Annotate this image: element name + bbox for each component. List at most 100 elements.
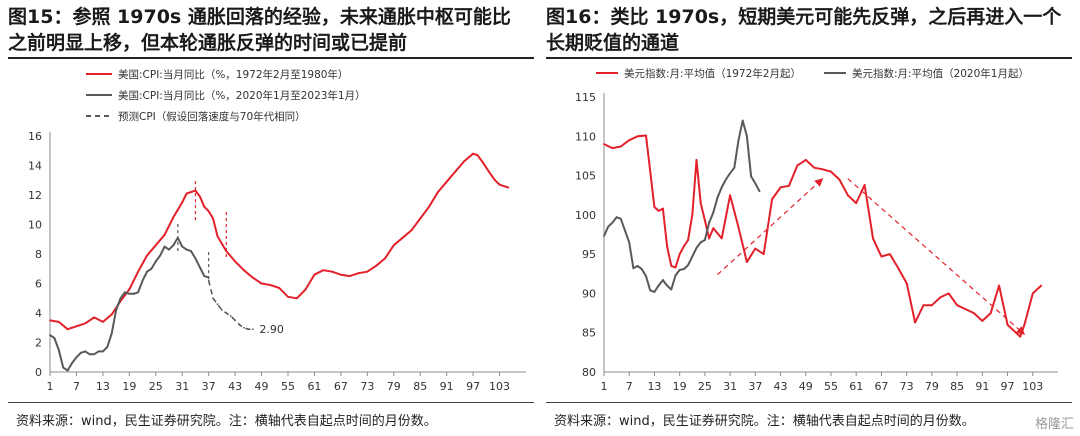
series-1-point (313, 273, 316, 276)
series-2-point (661, 279, 664, 281)
y-tick-label: 16 (28, 130, 42, 143)
series-2-point (53, 337, 56, 339)
series-1-point (269, 284, 272, 286)
x-tick-label: 91 (975, 380, 989, 393)
series-1-point (720, 237, 723, 240)
series-2-point (194, 257, 197, 260)
series-1-point (198, 195, 201, 198)
series-1-point (788, 184, 790, 187)
series-1-point (366, 270, 369, 273)
series-2-point (49, 334, 51, 337)
series-1-point (666, 245, 668, 248)
series-2-point (150, 267, 153, 270)
x-tick-label: 13 (96, 380, 110, 393)
legend-label: 美元指数:月:平均值（1972年2月起） (624, 67, 801, 80)
series-2-point (79, 351, 82, 354)
legend-label: 预测CPI（假设回落速度与70年代相同） (118, 110, 306, 123)
series-2-point (168, 248, 170, 251)
series-1-point (1010, 327, 1013, 330)
legend-label: 美国:CPI:当月同比（%，2020年1月至2023年1月） (118, 89, 366, 102)
series-2-point (636, 265, 639, 267)
series-1-point (392, 244, 395, 247)
series-1-point (956, 304, 959, 307)
series-1-point (128, 288, 131, 291)
series-1-point (49, 319, 51, 322)
series-2-point (75, 356, 78, 359)
y-tick-label: 12 (28, 189, 42, 202)
series-2-point (607, 225, 610, 228)
x-tick-label: 85 (950, 380, 964, 393)
series-2-point (737, 139, 740, 142)
x-tick-label: 1 (601, 380, 608, 393)
series-1-point (762, 253, 765, 256)
series-1-point (746, 261, 748, 263)
figure-15-title: 图15：参照 1970s 通胀回落的经验，未来通胀中枢可能比之前明显上移，但本轮… (8, 6, 511, 54)
series-1-point (212, 217, 214, 220)
x-tick-label: 91 (440, 380, 454, 393)
series-2-point (88, 353, 91, 356)
series-1-point (914, 321, 916, 324)
series-1-point (146, 254, 148, 257)
series-1-point (75, 325, 78, 328)
series-1-point (410, 229, 413, 232)
series-2-point (172, 244, 175, 247)
series-1-point (657, 210, 660, 212)
series-1-point (674, 266, 677, 269)
series-2-point (62, 366, 65, 369)
figure-15-source: 资料来源：wind，民生证券研究院。注：横轴代表自起点时间的月份数。 (16, 414, 437, 429)
series-2-point (181, 245, 184, 248)
series-1-point (973, 312, 975, 314)
y-tick-label: 115 (575, 91, 596, 104)
series-2-point (190, 250, 192, 252)
series-2-point (110, 332, 113, 335)
y-tick-label: 0 (35, 366, 42, 379)
series-1-point (436, 191, 439, 193)
series-1-point (339, 273, 342, 276)
x-tick-label: 7 (73, 380, 80, 393)
series-line-1 (49, 152, 509, 331)
x-tick-label: 67 (874, 380, 888, 393)
series-line-1 (603, 134, 1042, 338)
series-1-point (695, 158, 698, 161)
series-1-point (445, 180, 448, 183)
series-2-point (674, 274, 677, 277)
series-1-point (57, 320, 60, 323)
series-3-point (216, 303, 219, 306)
series-1-point (872, 237, 874, 240)
series-2-point (720, 186, 723, 189)
series-1-point (331, 270, 333, 273)
legend-label: 美国:CPI:当月同比（%，1972年2月至1980年） (118, 68, 348, 81)
series-1-point (771, 198, 774, 201)
series-1-point (653, 206, 656, 208)
series-2-point (649, 289, 652, 292)
series-1-point (998, 284, 1001, 287)
series-1-point (1031, 292, 1034, 295)
series-2-point (725, 178, 727, 181)
series-2-point (703, 239, 706, 241)
x-tick-label: 49 (799, 380, 813, 393)
series-3-point (238, 323, 241, 326)
series-2-point (71, 362, 73, 365)
series-2-point (687, 264, 689, 267)
series-1-point (935, 300, 937, 303)
series-1-point (251, 276, 254, 279)
series-1-point (645, 134, 647, 137)
series-2-point (746, 135, 748, 138)
series-1-point (779, 186, 782, 189)
series-1-point (384, 257, 386, 260)
x-tick-label: 37 (748, 380, 762, 393)
series-2-point (750, 175, 753, 178)
series-1-point (691, 213, 694, 216)
series-2-point (628, 241, 631, 244)
x-tick-label: 7 (626, 380, 633, 393)
series-1-point (922, 304, 925, 307)
series-1-point (737, 226, 740, 229)
source-divider (8, 402, 534, 403)
series-1-point (678, 253, 681, 256)
series-2-point (84, 350, 87, 353)
series-1-point (172, 216, 175, 219)
series-2-point (691, 255, 694, 258)
series-1-point (804, 158, 807, 161)
series-1-point (243, 269, 245, 272)
series-1-point (84, 322, 87, 325)
